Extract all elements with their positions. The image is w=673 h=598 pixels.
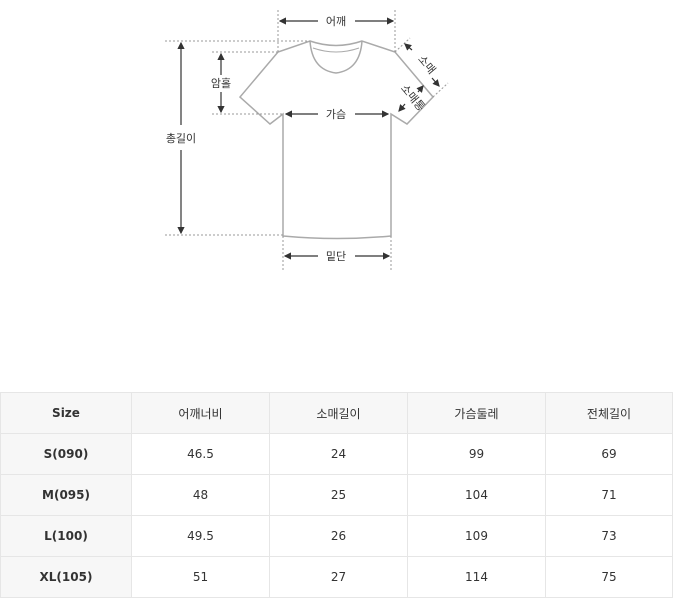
table-cell: 26: [269, 515, 408, 557]
table-cell: 27: [269, 556, 408, 598]
table-row: M(095) 48 25 104 71: [0, 474, 673, 516]
header-size: Size: [0, 392, 132, 434]
table-cell: 24: [269, 433, 408, 475]
table-cell: 51: [131, 556, 270, 598]
table-cell: 48: [131, 474, 270, 516]
tshirt-outline: [238, 40, 435, 240]
size-table: Size 어깨너비 소매길이 가슴둘레 전체길이 S(090) 46.5 24 99 6…: [0, 392, 673, 598]
table-cell: 104: [407, 474, 546, 516]
size-cell: S(090): [0, 433, 132, 475]
header-sleeve-length: 소매길이: [269, 392, 408, 434]
label-chest: 가슴: [326, 108, 346, 121]
label-armhole: 암홀: [211, 77, 231, 90]
table-cell: 114: [407, 556, 546, 598]
label-sleeve: 소매: [415, 53, 438, 77]
table-cell: 75: [545, 556, 673, 598]
table-cell: 73: [545, 515, 673, 557]
size-cell: XL(105): [0, 556, 132, 598]
header-shoulder-width: 어깨너비: [131, 392, 270, 434]
table-row: S(090) 46.5 24 99 69: [0, 433, 673, 475]
guide-lines: [165, 10, 449, 270]
table-row: L(100) 49.5 26 109 73: [0, 515, 673, 557]
table-cell: 69: [545, 433, 673, 475]
table-cell: 25: [269, 474, 408, 516]
header-total-length: 전체길이: [545, 392, 673, 434]
table-cell: 46.5: [131, 433, 270, 475]
table-cell: 49.5: [131, 515, 270, 557]
table-header-row: Size 어깨너비 소매길이 가슴둘레 전체길이: [0, 392, 673, 434]
label-total-length: 총길이: [166, 132, 196, 145]
table-cell: 71: [545, 474, 673, 516]
measure-arrows: [177, 17, 440, 260]
size-cell: M(095): [0, 474, 132, 516]
table-cell: 109: [407, 515, 546, 557]
tshirt-size-diagram: 어깨 암홀 총길이 가슴 소매 소매통 밑단: [165, 10, 449, 270]
table-row: XL(105) 51 27 114 75: [0, 556, 673, 598]
table-cell: 99: [407, 433, 546, 475]
size-cell: L(100): [0, 515, 132, 557]
label-shoulder: 어깨: [326, 15, 346, 28]
label-hem: 밑단: [326, 250, 346, 263]
header-chest: 가슴둘레: [407, 392, 546, 434]
